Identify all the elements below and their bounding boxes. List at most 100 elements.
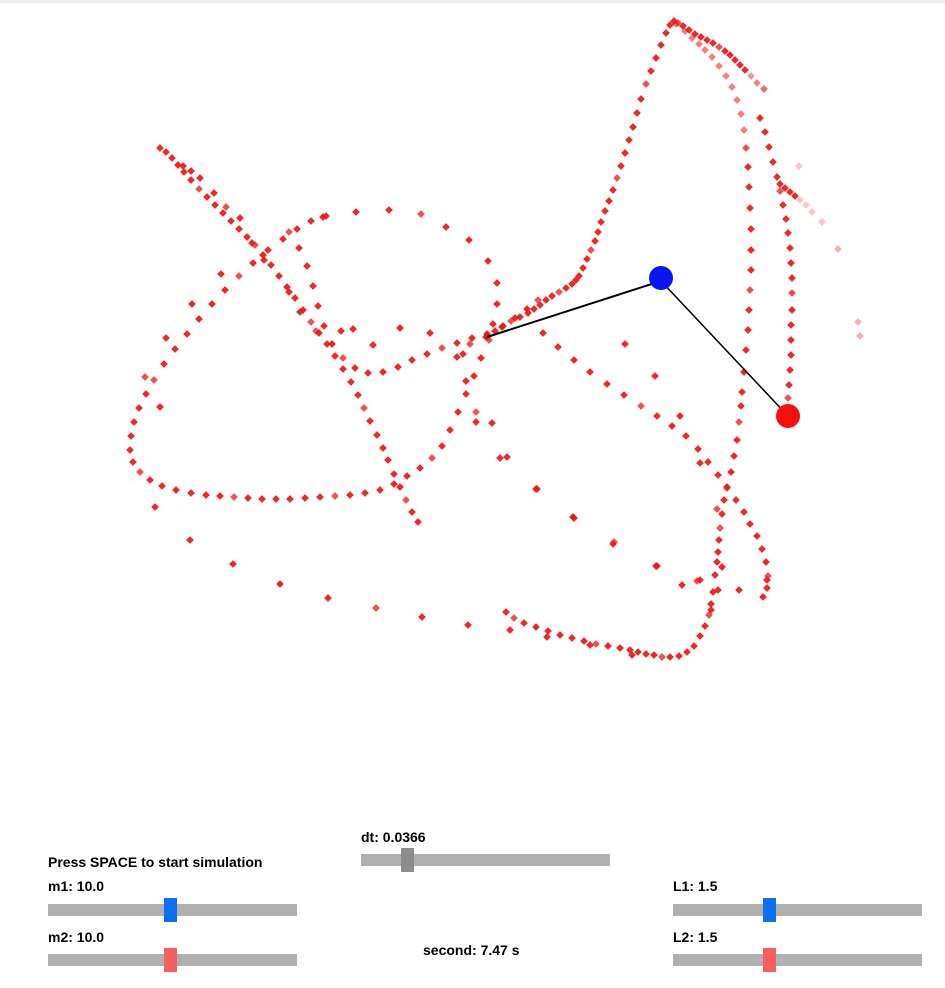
trail-point xyxy=(414,518,422,526)
m1-slider[interactable] xyxy=(48,898,297,922)
m2-slider-thumb[interactable] xyxy=(164,948,177,972)
trail-point xyxy=(737,402,745,410)
trail-point xyxy=(651,372,659,380)
trail-point xyxy=(657,41,665,49)
trail-point xyxy=(324,594,332,602)
trail-point xyxy=(776,187,784,195)
trail-point xyxy=(781,184,789,192)
trail-point xyxy=(249,259,257,267)
m2-slider[interactable] xyxy=(48,948,297,972)
trail-point xyxy=(570,356,578,364)
trail-point xyxy=(731,56,739,64)
trail-point xyxy=(580,637,588,645)
trail-point xyxy=(617,162,625,170)
trail-point xyxy=(489,320,497,328)
trail-point xyxy=(575,272,583,280)
trail-point xyxy=(773,173,781,181)
trail-point xyxy=(744,326,752,334)
trail-point xyxy=(568,280,576,288)
trail-point xyxy=(516,313,524,321)
trail-point xyxy=(438,344,446,352)
trail-point xyxy=(715,62,723,70)
trail-point xyxy=(694,445,702,453)
trail-point xyxy=(738,388,746,396)
trail-point xyxy=(556,631,564,639)
trail-point xyxy=(753,79,761,87)
trail-point xyxy=(186,536,194,544)
trail-point xyxy=(621,340,629,348)
trail-point xyxy=(597,218,605,226)
trail-point xyxy=(532,623,540,631)
trail-point xyxy=(683,648,691,656)
trail-point xyxy=(711,571,719,579)
trail-point xyxy=(788,289,796,297)
trail-point xyxy=(605,197,613,205)
trail-point xyxy=(346,491,354,499)
trail-point xyxy=(733,96,741,104)
trail-point xyxy=(316,493,324,501)
trail-point xyxy=(488,419,496,427)
L2-slider-thumb[interactable] xyxy=(763,948,776,972)
trail-point xyxy=(714,548,722,556)
trail-point xyxy=(172,486,180,494)
trail-point xyxy=(604,642,612,650)
trail-point xyxy=(856,332,864,340)
L1-slider[interactable] xyxy=(673,898,922,922)
trail-point xyxy=(379,368,387,376)
dt-slider-thumb[interactable] xyxy=(401,848,414,872)
trail-point xyxy=(703,36,711,44)
trail-point xyxy=(762,558,770,566)
trail-point xyxy=(753,532,761,540)
trail-point xyxy=(162,148,170,156)
trail-point xyxy=(502,608,510,616)
trail-point xyxy=(477,354,485,362)
trail-point xyxy=(183,330,191,338)
trail-point xyxy=(129,458,137,466)
trail-point xyxy=(291,294,299,302)
trail-point xyxy=(260,256,268,264)
trail-point xyxy=(366,417,374,425)
L2-slider[interactable] xyxy=(673,948,922,972)
trail-point xyxy=(295,244,303,252)
trail-point xyxy=(150,376,158,384)
trail-point xyxy=(730,452,738,460)
trail-point xyxy=(498,323,506,331)
trail-point xyxy=(765,143,773,151)
trail-point xyxy=(130,418,138,426)
trail-point xyxy=(373,431,381,439)
trail-point xyxy=(642,650,650,658)
trail-point xyxy=(323,340,331,348)
trail-point xyxy=(562,284,570,292)
trail-point xyxy=(196,174,204,182)
L1-slider-thumb[interactable] xyxy=(763,898,776,922)
trail-point xyxy=(202,491,210,499)
pendulum-bob-1 xyxy=(649,266,673,290)
trail-point xyxy=(320,322,328,330)
trail-point xyxy=(360,404,368,412)
trail-point xyxy=(554,343,562,351)
trail-point xyxy=(696,632,704,640)
trail-point xyxy=(364,369,372,377)
trail-point xyxy=(408,356,416,364)
trail-point xyxy=(539,329,547,337)
trail-point xyxy=(642,80,650,88)
trail-point xyxy=(285,288,293,296)
trail-point xyxy=(331,352,339,360)
trail-point xyxy=(533,485,541,493)
trail-point xyxy=(468,334,476,342)
trail-point xyxy=(621,149,629,157)
trail-point xyxy=(714,586,722,594)
dt-slider[interactable] xyxy=(361,848,610,872)
trail-point xyxy=(690,642,698,650)
trail-point xyxy=(555,288,563,296)
trail-point xyxy=(384,456,392,464)
trail-point xyxy=(438,442,446,450)
trail-point xyxy=(594,228,602,236)
trail-point xyxy=(309,282,317,290)
m1-slider-thumb[interactable] xyxy=(164,898,177,922)
trail-point xyxy=(713,558,721,566)
trail-point xyxy=(701,46,709,54)
trail-point xyxy=(787,351,795,359)
pendulum-canvas[interactable] xyxy=(0,0,945,780)
trail-point xyxy=(714,471,722,479)
